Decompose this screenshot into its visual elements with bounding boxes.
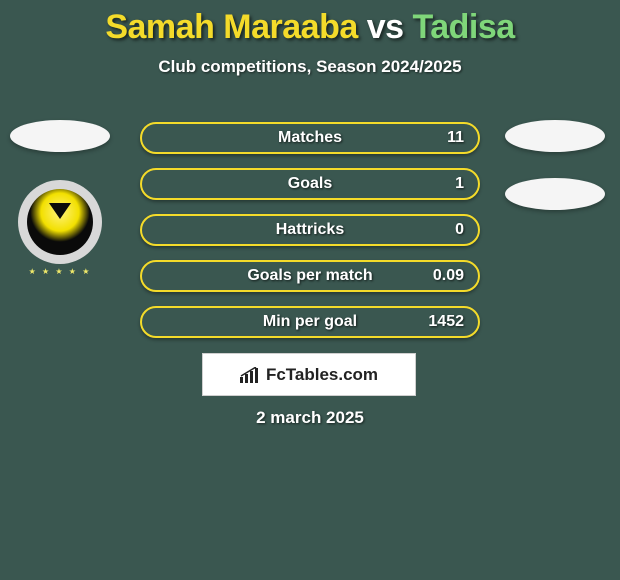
right-oval-2 — [505, 178, 605, 210]
watermark: FcTables.com — [202, 353, 416, 396]
stat-value: 1452 — [428, 313, 464, 331]
stat-row: Hattricks 0 — [140, 214, 480, 246]
subtitle: Club competitions, Season 2024/2025 — [0, 57, 620, 77]
stat-row: Goals 1 — [140, 168, 480, 200]
left-column: ★ ★ ★ ★ ★ — [10, 120, 110, 264]
stat-row: Goals per match 0.09 — [140, 260, 480, 292]
right-oval-1 — [505, 120, 605, 152]
title-vs: vs — [358, 8, 413, 46]
title-player1: Samah Maraaba — [105, 8, 357, 46]
badge-stars-icon: ★ ★ ★ ★ ★ — [18, 267, 102, 276]
stat-row: Min per goal 1452 — [140, 306, 480, 338]
stat-row: Matches 11 — [140, 122, 480, 154]
club-badge-inner — [27, 189, 93, 255]
chart-icon — [240, 367, 260, 383]
stat-label: Hattricks — [276, 221, 344, 239]
diamond-icon — [49, 203, 71, 219]
watermark-text: FcTables.com — [266, 365, 378, 385]
stat-label: Goals per match — [247, 267, 372, 285]
date: 2 march 2025 — [0, 408, 620, 428]
stats-list: Matches 11 Goals 1 Hattricks 0 Goals per… — [140, 122, 480, 338]
page-title: Samah Maraaba vs Tadisa — [0, 0, 620, 47]
stat-value: 0.09 — [433, 267, 464, 285]
stat-label: Goals — [288, 175, 332, 193]
stat-label: Matches — [278, 129, 342, 147]
stat-value: 11 — [447, 129, 464, 147]
stat-value: 0 — [455, 221, 464, 239]
club-badge: ★ ★ ★ ★ ★ — [18, 180, 102, 264]
stat-label: Min per goal — [263, 313, 357, 331]
stat-value: 1 — [455, 175, 464, 193]
title-player2: Tadisa — [412, 8, 514, 46]
right-column — [500, 120, 610, 210]
left-oval-1 — [10, 120, 110, 152]
